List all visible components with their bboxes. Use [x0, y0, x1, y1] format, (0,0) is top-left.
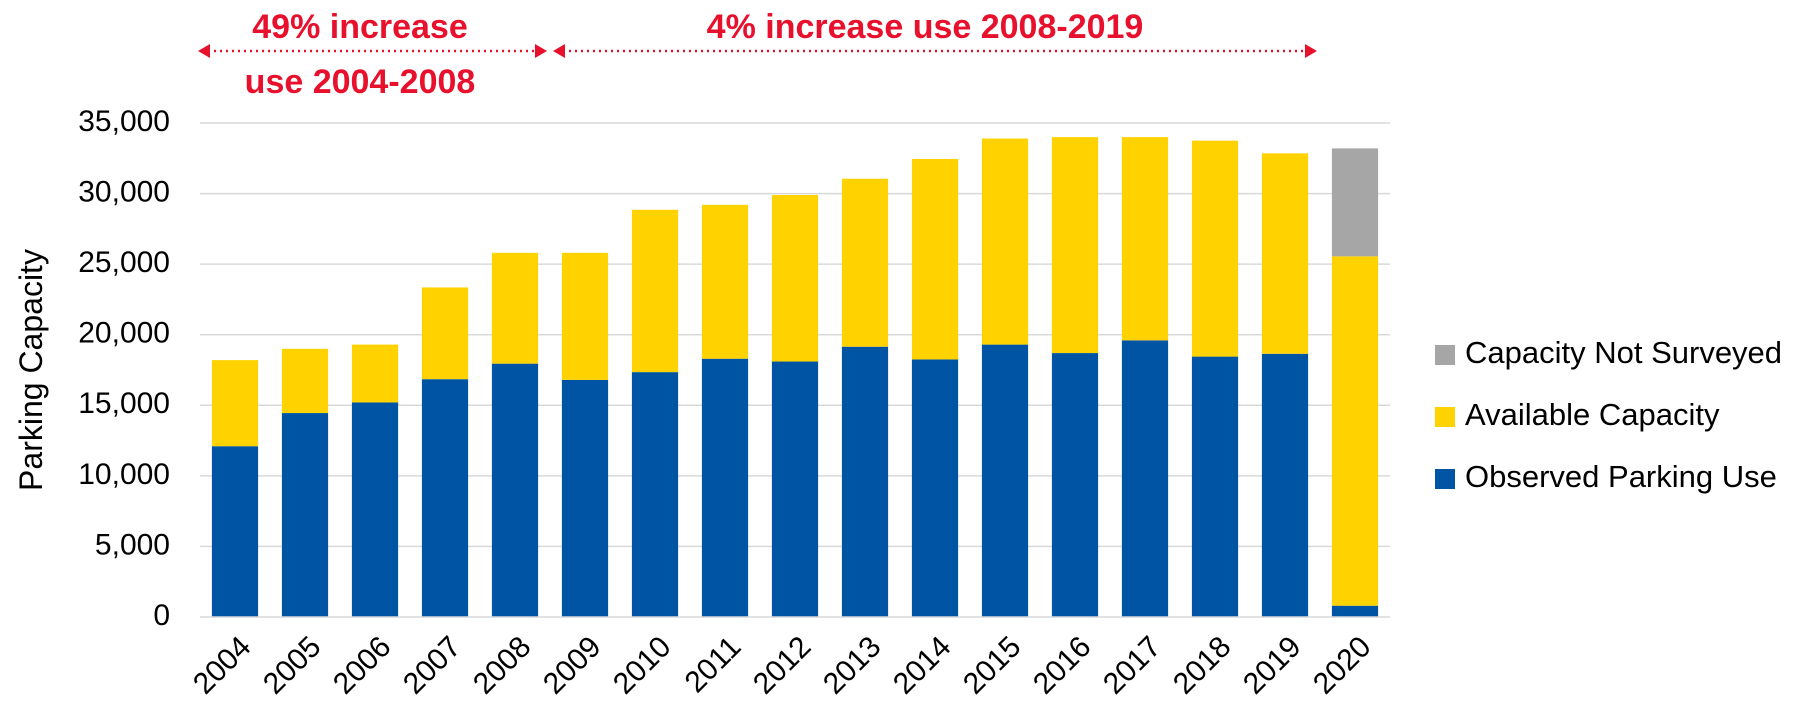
legend-swatch — [1435, 345, 1455, 365]
bar-segment — [1331, 605, 1379, 617]
legend-swatch — [1435, 469, 1455, 489]
bar-segment — [701, 358, 749, 617]
bar-segment — [1191, 140, 1239, 357]
bar-segment — [1191, 356, 1239, 617]
legend-swatch — [1435, 407, 1455, 427]
y-tick-label: 10,000 — [78, 458, 170, 491]
x-tick-label: 2014 — [887, 630, 958, 701]
x-tick-label: 2012 — [747, 630, 818, 701]
bar-segment — [841, 346, 889, 617]
bar-segment — [491, 252, 539, 364]
bar-segment — [631, 372, 679, 617]
y-tick-label: 5,000 — [95, 528, 170, 561]
y-tick-label: 35,000 — [78, 105, 170, 138]
bar-segment — [1051, 137, 1099, 354]
bar-segment — [841, 178, 889, 347]
annotation-text: 4% increase use 2008-2019 — [707, 8, 1144, 46]
bar-segment — [491, 363, 539, 617]
x-tick-label: 2019 — [1237, 630, 1308, 701]
y-tick-labels: 0 5,000 10,000 15,000 20,000 25,000 30,000 35,0… — [78, 105, 170, 632]
bar-segment — [281, 348, 329, 414]
x-tick-label: 2006 — [327, 630, 398, 701]
bar-segment — [911, 359, 959, 617]
x-tick-label: 2015 — [957, 630, 1028, 701]
annotation-arrowhead — [535, 44, 547, 58]
x-tick-label: 2018 — [1167, 630, 1238, 701]
y-tick-label: 30,000 — [78, 175, 170, 208]
bar-segment — [421, 287, 469, 380]
x-tick-label: 2007 — [397, 630, 468, 701]
annotation-arrowhead — [1305, 44, 1317, 58]
x-tick-label: 2009 — [537, 630, 608, 701]
annotation-arrowhead — [553, 44, 565, 58]
bar-segment — [281, 413, 329, 617]
bar-segment — [561, 252, 609, 380]
x-tick-label: 2013 — [817, 630, 888, 701]
bar-segment — [421, 379, 469, 617]
x-tick-label: 2011 — [679, 630, 748, 699]
bar-segment — [1331, 148, 1379, 257]
y-tick-label: 15,000 — [78, 387, 170, 420]
x-tick-label: 2004 — [187, 630, 258, 701]
bar-segment — [561, 379, 609, 617]
x-tick-label: 2010 — [607, 630, 678, 701]
legend-label: Observed Parking Use — [1465, 459, 1777, 494]
x-tick-label: 2017 — [1097, 630, 1168, 701]
bar-segment — [1051, 353, 1099, 617]
bar-segment — [351, 344, 399, 403]
bars — [211, 137, 1379, 617]
x-tick-label: 2020 — [1307, 630, 1378, 701]
bar-segment — [981, 138, 1029, 345]
bar-segment — [211, 446, 259, 617]
bar-segment — [631, 209, 679, 373]
bar-segment — [1331, 256, 1379, 606]
legend-label: Available Capacity — [1465, 397, 1720, 432]
y-tick-label: 25,000 — [78, 246, 170, 279]
y-tick-label: 0 — [153, 599, 170, 632]
annotation-text: 49% increase — [252, 8, 468, 46]
annotation-arrowhead — [198, 44, 210, 58]
annotations: 49% increase use 2004-2008 4% increase use… — [198, 8, 1317, 101]
bar-segment — [1121, 137, 1169, 341]
y-axis-title: Parking Capacity — [13, 249, 49, 491]
bar-segment — [211, 360, 259, 447]
x-tick-label: 2005 — [257, 630, 328, 701]
bar-segment — [771, 361, 819, 617]
bar-segment — [1121, 340, 1169, 617]
bar-segment — [981, 344, 1029, 617]
x-tick-labels: 2004 2005 2006 2007 2008 2009 2010 2011 2012 2013… — [187, 630, 1378, 701]
x-tick-label: 2008 — [467, 630, 538, 701]
bar-segment — [351, 402, 399, 617]
annotation-text: use 2004-2008 — [245, 63, 476, 101]
bar-segment — [911, 158, 959, 360]
bar-segment — [1261, 153, 1309, 354]
bar-segment — [771, 194, 819, 362]
bar-segment — [701, 204, 749, 359]
bar-segment — [1261, 353, 1309, 617]
y-tick-label: 20,000 — [78, 317, 170, 350]
x-tick-label: 2016 — [1027, 630, 1098, 701]
legend-label: Capacity Not Surveyed — [1465, 335, 1782, 370]
legend: Capacity Not Surveyed Available Capacity O… — [1435, 335, 1782, 494]
